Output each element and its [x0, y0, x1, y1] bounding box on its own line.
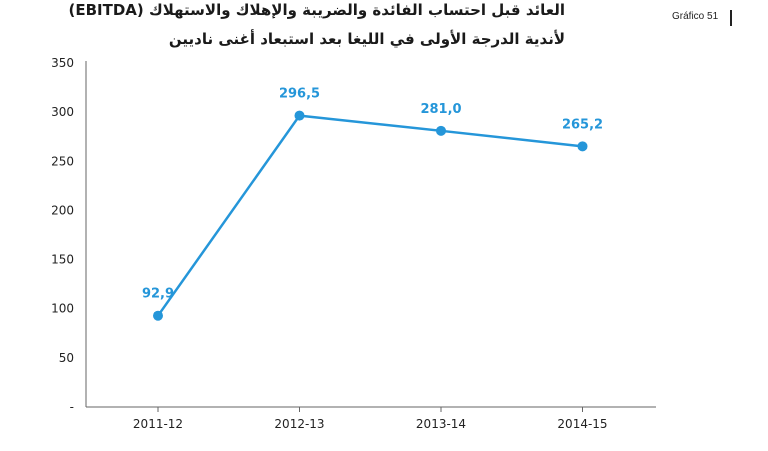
y-tick-label: 250	[51, 154, 74, 168]
data-label: 296,5	[279, 87, 320, 102]
y-tick-label: 300	[51, 105, 74, 119]
y-tick-label: 100	[51, 302, 74, 316]
x-tick-label: 2012-13	[274, 417, 324, 431]
x-tick-label: 2011-12	[133, 417, 183, 431]
data-label: 281,0	[420, 102, 461, 117]
data-point	[436, 125, 446, 136]
figure-label: Gráfico 51	[672, 11, 719, 22]
chart-title-line1: العائد قبل احتساب الفائدة والضريبة والإه…	[68, 1, 565, 19]
y-tick-label: -	[70, 400, 74, 414]
data-point	[577, 141, 588, 152]
y-tick-label: 150	[51, 253, 74, 267]
data-label: 92,9	[142, 287, 174, 302]
data-label: 265,2	[562, 117, 603, 132]
y-tick-label: 350	[51, 56, 74, 70]
y-tick-label: 200	[51, 203, 74, 217]
chart-title-line2: لأندية الدرجة الأولى في الليغا بعد استبع…	[168, 30, 565, 48]
data-point	[294, 110, 305, 121]
series-line	[156, 114, 583, 317]
data-point	[153, 310, 163, 321]
x-tick-label: 2014-15	[557, 417, 607, 431]
figure-label-bar	[730, 10, 732, 26]
x-tick-label: 2013-14	[416, 417, 466, 431]
y-tick-label: 50	[59, 351, 74, 365]
